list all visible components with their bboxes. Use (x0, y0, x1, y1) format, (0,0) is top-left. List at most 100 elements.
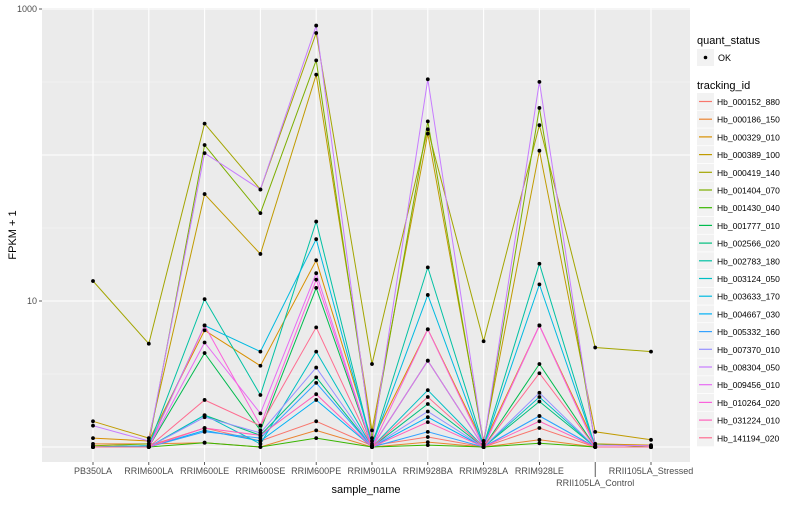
legend-label: Hb_005332_160 (717, 327, 780, 337)
data-point-Hb_000389_100 (425, 131, 430, 136)
data-point-Hb_000419_140 (202, 121, 207, 126)
data-point-Hb_005332_160 (258, 436, 263, 441)
data-point-Hb_001430_040 (258, 445, 263, 449)
data-point-Hb_007370_010 (537, 390, 542, 395)
data-point-Hb_008304_050 (258, 187, 263, 192)
data-point-Hb_000419_140 (425, 127, 430, 132)
data-point-Hb_005332_160 (425, 429, 430, 434)
data-point-Hb_141194_020 (481, 445, 486, 449)
data-point-Hb_000419_140 (593, 345, 598, 350)
legend-label: Hb_000186_150 (717, 115, 780, 125)
data-point-Hb_003124_050 (258, 442, 263, 446)
data-point-Hb_010264_020 (425, 327, 430, 332)
data-point-Hb_007370_010 (314, 365, 319, 370)
legend-label: Hb_001777_010 (717, 221, 780, 231)
data-point-Hb_000329_010 (370, 439, 374, 443)
data-point-Hb_141194_020 (146, 445, 151, 449)
x-tick-label: RRIM928LA (459, 466, 508, 476)
x-tick-label: RRIM600PE (291, 466, 341, 476)
data-point-Hb_141194_020 (91, 445, 95, 449)
legend-label: Hb_000389_100 (717, 150, 780, 160)
data-point-Hb_002566_020 (425, 402, 430, 406)
data-point-Hb_001404_070 (314, 58, 319, 63)
data-point-Hb_009456_010 (314, 271, 319, 276)
data-point-Hb_000389_100 (593, 429, 598, 434)
data-point-Hb_001430_040 (314, 436, 319, 441)
data-point-Hb_001777_010 (202, 351, 207, 355)
data-point-Hb_008304_050 (202, 151, 207, 156)
data-point-Hb_002783_180 (537, 261, 542, 266)
data-point-Hb_010264_020 (537, 323, 542, 328)
data-point-Hb_141194_020 (202, 398, 207, 402)
data-point-Hb_008304_050 (481, 442, 486, 446)
data-point-Hb_031224_010 (314, 392, 319, 397)
data-point-Hb_000329_010 (202, 328, 207, 333)
legend-ok-label: OK (718, 53, 731, 63)
data-point-Hb_000389_100 (258, 252, 263, 256)
data-point-Hb_008304_050 (146, 439, 151, 443)
data-point-Hb_000419_140 (481, 339, 486, 344)
data-point-Hb_003633_170 (537, 282, 542, 287)
data-point-Hb_003633_170 (258, 349, 263, 354)
data-point-Hb_008304_050 (314, 23, 319, 28)
data-point-Hb_141194_020 (593, 445, 598, 449)
x-tick-label: RRII105LA_Stressed (609, 466, 694, 476)
data-point-Hb_000389_100 (314, 72, 319, 77)
y-tick-label: 1000 (17, 4, 37, 14)
x-axis-title: sample_name (331, 484, 400, 496)
data-point-Hb_141194_020 (425, 395, 430, 399)
data-point-Hb_000152_880 (537, 426, 542, 430)
data-point-Hb_000152_880 (425, 435, 430, 439)
data-point-Hb_000389_100 (537, 148, 542, 153)
x-tick-label: RRIM600LA (124, 466, 173, 476)
data-point-Hb_001430_040 (202, 440, 207, 445)
y-axis-title: FPKM + 1 (7, 210, 19, 259)
data-point-Hb_008304_050 (91, 423, 95, 428)
legend-label: Hb_000419_140 (717, 168, 780, 178)
data-point-Hb_000419_140 (649, 349, 653, 354)
data-point-Hb_000329_010 (314, 258, 319, 263)
legend-color-title: tracking_id (697, 80, 750, 92)
data-point-Hb_000419_140 (314, 31, 319, 35)
data-point-Hb_009456_010 (202, 340, 207, 345)
legend-label: Hb_009456_010 (717, 380, 780, 390)
x-tick-label: RRIM600SE (235, 466, 285, 476)
data-point-Hb_001777_010 (537, 362, 542, 366)
data-point-Hb_031224_010 (202, 426, 207, 430)
data-point-Hb_005332_160 (537, 414, 542, 418)
data-point-Hb_141194_020 (258, 423, 263, 428)
data-point-Hb_000419_140 (91, 279, 95, 283)
data-point-Hb_010264_020 (314, 277, 319, 282)
data-point-Hb_007370_010 (425, 409, 430, 414)
legend-label: Hb_031224_010 (717, 416, 780, 426)
data-point-Hb_008304_050 (370, 442, 374, 446)
data-point-Hb_004667_030 (314, 398, 319, 402)
data-point-Hb_000389_100 (649, 437, 653, 442)
x-tick-label: RRIM928BA (403, 466, 453, 476)
gridlines (42, 8, 690, 462)
data-point-Hb_009456_010 (258, 411, 263, 416)
data-point-Hb_003124_050 (537, 395, 542, 399)
axes: PB350LA RRIM600LA RRIM600LE RRIM600SE RRIM60… (17, 4, 693, 488)
data-point-Hb_001430_040 (425, 443, 430, 448)
legend-label: Hb_010264_020 (717, 398, 780, 408)
data-point-Hb_000389_100 (370, 428, 374, 433)
data-point-Hb_000329_010 (258, 363, 263, 368)
data-point-Hb_141194_020 (537, 371, 542, 376)
data-point-Hb_002783_180 (258, 393, 263, 397)
data-points (91, 23, 653, 449)
legend-ok-point-icon (703, 55, 708, 60)
data-point-Hb_000419_140 (370, 362, 374, 366)
legend-items: Hb_000152_880 Hb_000186_150 Hb_000329_010 H… (697, 93, 780, 447)
data-point-Hb_001777_010 (314, 285, 319, 290)
data-point-Hb_141194_020 (370, 445, 374, 449)
data-point-Hb_002783_180 (202, 297, 207, 302)
data-point-Hb_001404_070 (370, 436, 374, 441)
data-point-Hb_003124_050 (314, 349, 319, 354)
data-point-Hb_002783_180 (425, 265, 430, 270)
data-point-Hb_000186_150 (314, 428, 319, 433)
legend-label: Hb_007370_010 (717, 345, 780, 355)
data-point-Hb_001404_070 (537, 106, 542, 110)
legend-label: Hb_141194_020 (717, 433, 780, 443)
data-point-Hb_031224_010 (258, 433, 263, 438)
